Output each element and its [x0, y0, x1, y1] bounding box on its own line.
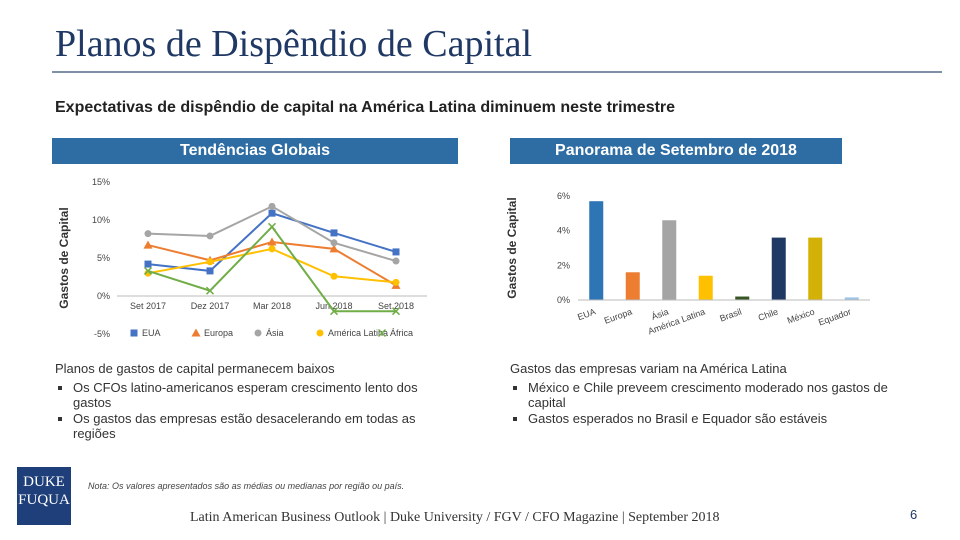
title-rule: [52, 71, 942, 73]
page-number: 6: [910, 507, 918, 522]
bar: [771, 237, 786, 300]
x-tick-label: EUA: [576, 306, 597, 322]
note: Nota: Os valores apresentados são as méd…: [88, 481, 405, 491]
legend-label: África: [390, 328, 413, 338]
y-tick-label: 2%: [557, 260, 570, 270]
data-point: [330, 239, 338, 247]
legend-label: Europa: [204, 328, 233, 338]
data-point: [206, 267, 214, 275]
y-axis-label: Gastos de Capital: [505, 197, 519, 298]
legend-marker: [316, 329, 324, 337]
data-point: [267, 237, 277, 246]
data-point: [267, 222, 277, 231]
data-point: [329, 307, 339, 316]
x-tick-label: Europa: [603, 306, 634, 325]
bullet: México e Chile preveem crescimento moder…: [528, 380, 910, 410]
x-tick-label: Set 2018: [378, 301, 414, 311]
legend-label: América Latina: [328, 328, 388, 338]
right-text: Gastos das empresas variam na América La…: [510, 361, 910, 427]
legend-marker: [130, 329, 138, 337]
bullet-list: Os CFOs latino-americanos esperam cresci…: [55, 380, 440, 441]
bar: [735, 296, 750, 300]
bar: [844, 297, 859, 300]
data-point: [392, 257, 400, 265]
bar: [698, 275, 713, 300]
bullet: Os gastos das empresas estão desaceleran…: [73, 411, 440, 441]
data-point: [206, 258, 214, 266]
bullet-list: México e Chile preveem crescimento moder…: [510, 380, 910, 426]
legend-label: Ásia: [266, 328, 284, 338]
legend-marker: [191, 328, 201, 337]
x-tick-label: Chile: [757, 306, 780, 322]
data-point: [329, 244, 339, 253]
data-point: [391, 307, 401, 316]
data-point: [268, 202, 276, 210]
bar: [662, 220, 677, 300]
x-tick-label: Mar 2018: [253, 301, 291, 311]
panel-header: Panorama de Setembro de 2018: [510, 138, 842, 164]
left-text: Planos de gastos de capital permanecem b…: [55, 361, 440, 442]
data-point: [205, 286, 215, 295]
text-heading: Planos de gastos de capital permanecem b…: [55, 361, 335, 376]
y-tick-label: 6%: [557, 191, 570, 201]
data-point: [330, 272, 338, 280]
logo-text: FUQUA: [18, 492, 70, 508]
data-point: [206, 232, 214, 240]
y-tick-label: 4%: [557, 226, 570, 236]
y-tick-label: 10%: [92, 215, 110, 225]
y-tick-label: 5%: [97, 253, 110, 263]
x-tick-label: Jun 2018: [315, 301, 352, 311]
bullet: Gastos esperados no Brasil e Equador são…: [528, 411, 910, 426]
data-point: [143, 240, 153, 249]
y-tick-label: -5%: [94, 329, 110, 339]
x-tick-label: Set 2017: [130, 301, 166, 311]
x-tick-label: Equador: [817, 306, 852, 327]
data-point: [330, 229, 338, 237]
data-point: [392, 278, 400, 286]
logo: DUKE FUQUA: [17, 467, 71, 525]
bar: [808, 237, 823, 300]
y-tick-label: 15%: [92, 177, 110, 187]
legend-label: EUA: [142, 328, 161, 338]
bullet: Os CFOs latino-americanos esperam cresci…: [73, 380, 440, 410]
data-point: [144, 230, 152, 238]
legend-marker: [377, 328, 387, 338]
panel-header: Tendências Globais: [52, 138, 458, 164]
x-tick-label: Dez 2017: [191, 301, 230, 311]
bar: [625, 272, 640, 300]
bar: [589, 201, 604, 300]
x-tick-label: Brasil: [718, 306, 743, 323]
y-tick-label: 0%: [557, 295, 570, 305]
data-point: [268, 245, 276, 253]
y-axis-label: Gastos de Capital: [57, 207, 71, 308]
y-tick-label: 0%: [97, 291, 110, 301]
text-heading: Gastos das empresas variam na América La…: [510, 361, 787, 376]
subtitle: Expectativas de dispêndio de capital na …: [55, 99, 676, 116]
data-point: [268, 209, 276, 217]
legend-marker: [254, 329, 262, 337]
x-tick-label: México: [786, 306, 816, 325]
data-point: [144, 260, 152, 268]
slide-title: Planos de Dispêndio de Capital: [55, 23, 533, 65]
logo-text: DUKE: [23, 474, 65, 490]
footer: Latin American Business Outlook | Duke U…: [190, 510, 720, 525]
data-point: [143, 266, 153, 275]
data-point: [392, 248, 400, 256]
